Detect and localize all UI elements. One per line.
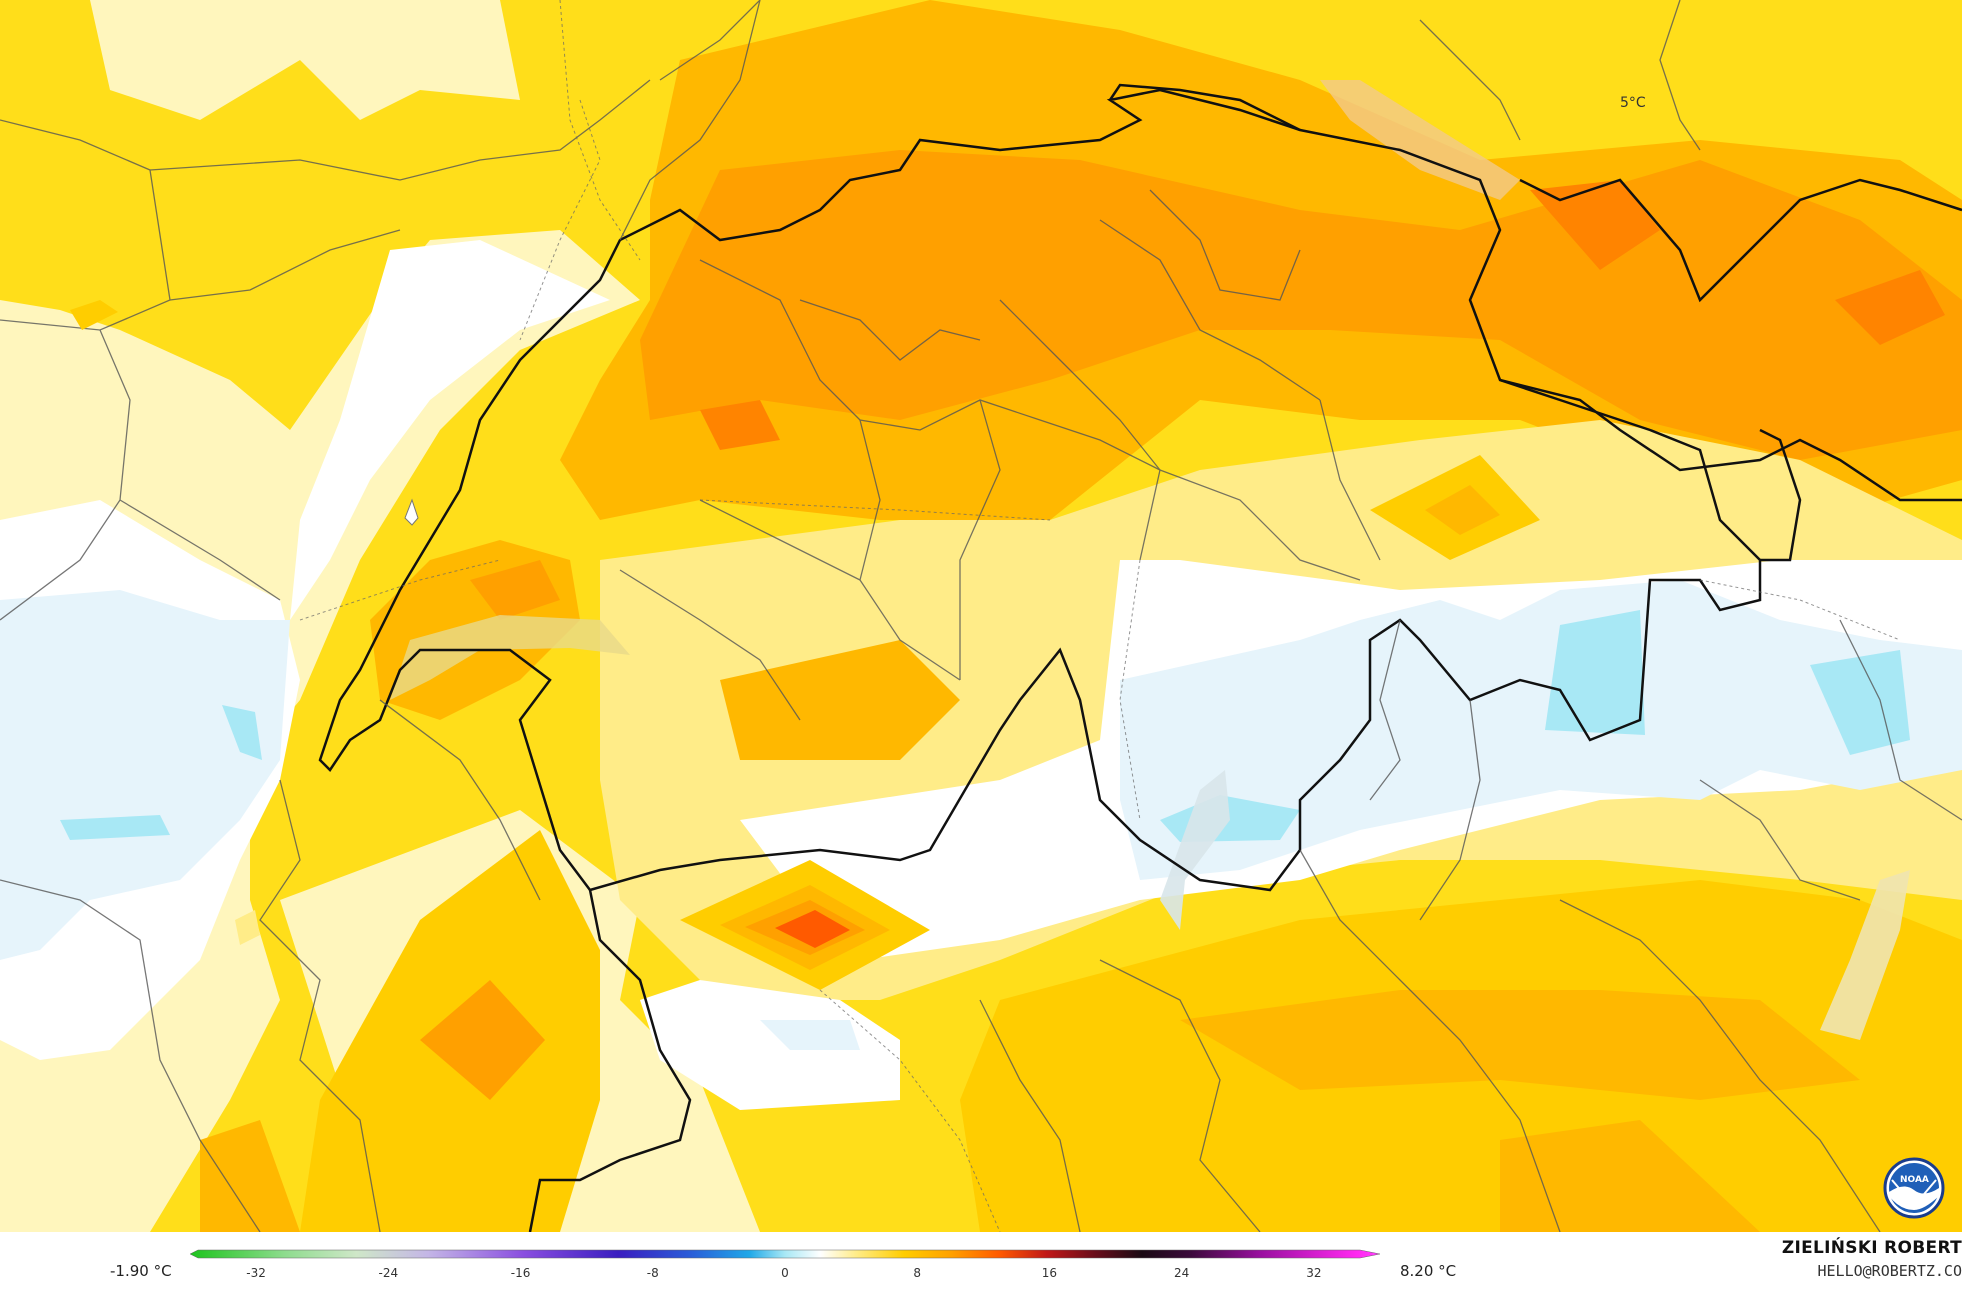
color-scale-tick-label: -8: [647, 1266, 659, 1280]
color-scale-tick-label: -24: [379, 1266, 399, 1280]
contour-light-blue-alps-1: [1545, 610, 1645, 735]
color-scale-tick-label: 0: [781, 1266, 789, 1280]
svg-text:NOAA: NOAA: [1900, 1175, 1929, 1185]
color-scale: -32 -24 -16 -8 0 8 16 24 32: [190, 1250, 1380, 1290]
color-scale-tick-label: 8: [913, 1266, 921, 1280]
noaa-logo-icon: NOAA: [1885, 1159, 1943, 1217]
color-scale-tick-label: 32: [1306, 1266, 1321, 1280]
color-scale-ticks: -32 -24 -16 -8 0 8 16 24 32: [246, 1266, 1321, 1280]
legend-min-value: -1.90 °C: [110, 1262, 172, 1280]
credit-email[interactable]: HELLO@ROBERTZ.CO: [1818, 1262, 1962, 1280]
legend-max-value: 8.20 °C: [1400, 1262, 1456, 1280]
color-scale-bar: [190, 1250, 1380, 1258]
color-scale-tick-label: -32: [246, 1266, 266, 1280]
temperature-map: 5°C NOAA: [0, 0, 1962, 1232]
color-scale-tick-label: -16: [511, 1266, 531, 1280]
color-scale-tick-label: 16: [1042, 1266, 1057, 1280]
contour-label: 5°C: [1620, 95, 1646, 111]
color-scale-tick-label: 24: [1174, 1266, 1189, 1280]
credit-author: ZIELIŃSKI ROBERT: [1782, 1238, 1962, 1258]
